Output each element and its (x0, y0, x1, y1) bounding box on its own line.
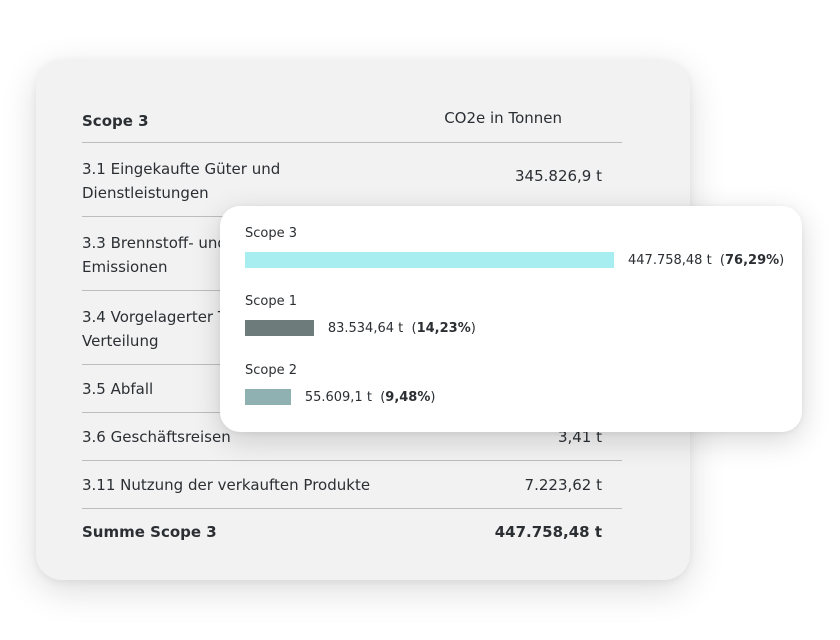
row-value: 7.223,62 t (524, 475, 602, 494)
bar-category-label: Scope 3 (245, 226, 298, 241)
bar-group-0: Scope 3 447.758,48 t (76,29%) (245, 226, 784, 268)
bar-group-1: Scope 1 83.534,64 t (14,23%) (245, 294, 476, 336)
table-row: 3.6 Geschäftsreisen 3,41 t (82, 413, 622, 461)
row-value: 345.826,9 t (515, 167, 602, 185)
bar-value-label: 447.758,48 t (76,29%) (628, 252, 785, 268)
bar-value-label: 83.534,64 t (14,23%) (327, 320, 476, 336)
total-label: Summe Scope 3 (82, 523, 217, 541)
row-value: 3,41 t (557, 427, 602, 446)
table-total-row: Summe Scope 3 447.758,48 t (82, 509, 622, 555)
table-header-value: CO2e in Tonnen (444, 109, 562, 127)
total-value: 447.758,48 t (494, 523, 602, 541)
bar-group-2: Scope 2 55.609,1 t (9,48%) (245, 363, 435, 405)
row-label: 3.6 Geschäftsreisen (82, 427, 231, 446)
table-row: 3.11 Nutzung der verkauften Produkte 7.2… (82, 461, 622, 509)
table-header-label: Scope 3 (82, 112, 149, 130)
bar-category-label: Scope 2 (245, 363, 298, 378)
bar-category-label: Scope 1 (245, 294, 298, 309)
table-header: Scope 3 CO2e in Tonnen (82, 100, 622, 143)
bar-scope-2 (245, 389, 291, 405)
row-label: 3.5 Abfall (82, 379, 154, 398)
scope-chart-card: Scope 3 447.758,48 t (76,29%) Scope 1 83… (220, 206, 802, 432)
row-label: 3.11 Nutzung der verkauften Produkte (82, 475, 371, 494)
row-label: 3.1 Eingekaufte Güter und Dienstleistung… (82, 159, 281, 202)
bar-scope-3 (245, 252, 614, 268)
bar-value-label: 55.609,1 t (9,48%) (304, 389, 436, 405)
bar-scope-1 (245, 320, 314, 336)
